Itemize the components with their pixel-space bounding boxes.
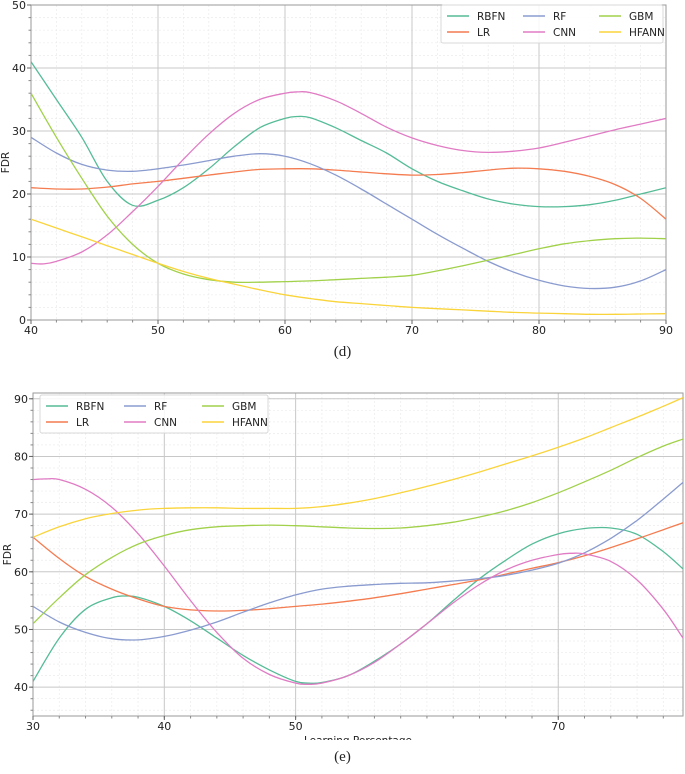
legend-item-gbm: GBM [232,401,256,413]
y-axis-label: FDR [2,544,14,565]
svg-text:90: 90 [14,393,28,406]
svg-text:70: 70 [405,324,419,337]
legend-item-lr: LR [477,27,490,39]
legend: RBFN LR RF CNN GBM HFANN [39,394,269,434]
x-tick-labels: 40 50 60 70 80 90 [24,320,673,337]
svg-text:30: 30 [26,720,40,733]
legend: RBFN LR RF CNN GBM HFANN [440,4,665,44]
svg-text:90: 90 [659,324,673,337]
legend-item-gbm: GBM [629,11,653,23]
svg-text:40: 40 [12,62,26,75]
grid [30,4,667,321]
legend-item-hfann: HFANN [232,417,268,429]
series-gbm [31,92,666,284]
chart-d: 40 50 60 70 80 90 0 10 20 30 40 50 Learning Percenta… [0,0,673,340]
grid [32,393,683,716]
legend-item-cnn: CNN [553,27,576,39]
svg-text:60: 60 [278,324,292,337]
svg-text:40: 40 [157,720,171,733]
series-rf [31,136,666,290]
svg-text:10: 10 [12,251,26,264]
svg-text:60: 60 [14,566,28,579]
series-lr [33,522,683,612]
svg-text:80: 80 [532,324,546,337]
series-cnn [31,91,666,265]
legend-item-lr: LR [76,417,89,429]
legend-item-hfann: HFANN [629,27,665,39]
series-rbfn [31,61,666,208]
plot-frame [32,392,684,717]
series-gbm [33,438,683,625]
series-rf [33,481,683,641]
legend-item-rbfn: RBFN [477,11,505,23]
plot-frame [30,4,667,321]
svg-text:50: 50 [289,720,303,733]
svg-text:70: 70 [551,720,565,733]
svg-text:50: 50 [151,324,165,337]
svg-text:20: 20 [12,188,26,201]
legend-item-rf: RF [553,11,566,23]
svg-text:30: 30 [12,125,26,138]
x-tick-labels: 30 40 50 70 [26,716,565,733]
series-lines [33,397,683,686]
series-cnn [33,477,683,686]
y-axis-label: FDR [0,152,12,173]
svg-text:0: 0 [19,314,26,327]
series-hfann [33,397,683,538]
x-axis-label: Learning Percentage [295,339,403,340]
legend-item-cnn: CNN [154,417,177,429]
svg-text:40: 40 [14,681,28,694]
legend-item-rf: RF [154,401,167,413]
y-tick-labels: 0 10 20 30 40 50 [12,0,31,327]
series-rbfn [33,526,683,685]
svg-text:50: 50 [14,623,28,636]
caption-e: (e) [334,749,351,765]
chart-e: 30 40 50 70 40 50 60 70 80 90 Learning Percentage F… [2,392,684,740]
y-tick-labels: 40 50 60 70 80 90 [14,393,33,694]
series-hfann [31,218,666,316]
svg-text:40: 40 [24,324,38,337]
x-axis-label: Learning Percentage [304,735,412,740]
series-lr [31,167,666,220]
svg-text:80: 80 [14,450,28,463]
svg-text:50: 50 [12,0,26,12]
svg-text:70: 70 [14,508,28,521]
series-lines [31,61,666,316]
caption-d: (d) [333,344,352,360]
legend-item-rbfn: RBFN [76,401,104,413]
